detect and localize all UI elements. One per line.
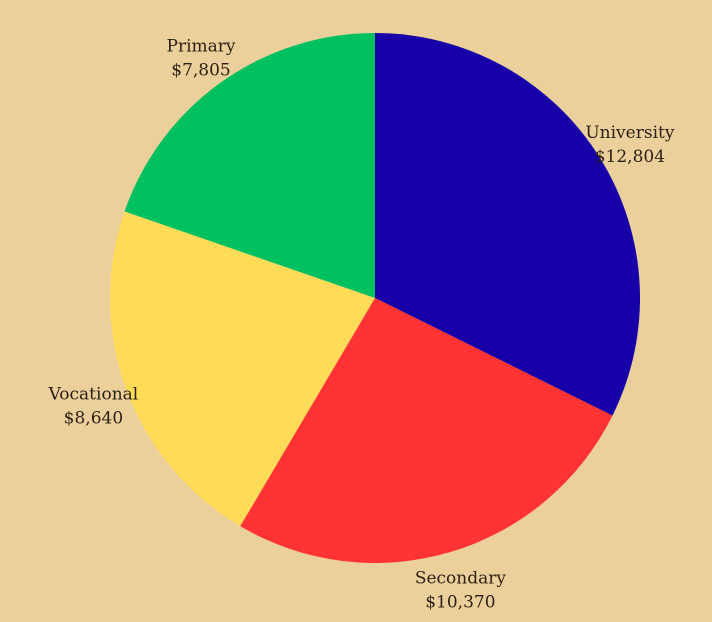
labels-layer: University $12,804 Secondary $10,370 Vocatio… bbox=[48, 37, 675, 613]
pie-slice-vocational bbox=[110, 211, 375, 527]
pie-slice-primary bbox=[124, 33, 375, 298]
slice-value-secondary: $10,370 bbox=[425, 593, 495, 613]
slice-label-primary: Primary bbox=[167, 37, 236, 57]
slice-label-secondary: Secondary bbox=[415, 569, 507, 589]
slice-value-university: $12,804 bbox=[595, 147, 665, 167]
pie-slice-secondary bbox=[240, 298, 613, 563]
slice-label-university: University bbox=[585, 123, 674, 143]
pie-slice-university bbox=[375, 33, 641, 416]
slice-value-primary: $7,805 bbox=[171, 61, 230, 81]
slice-value-vocational: $8,640 bbox=[64, 409, 123, 429]
slice-label-vocational: Vocational bbox=[48, 385, 139, 405]
slices-layer bbox=[110, 33, 641, 563]
